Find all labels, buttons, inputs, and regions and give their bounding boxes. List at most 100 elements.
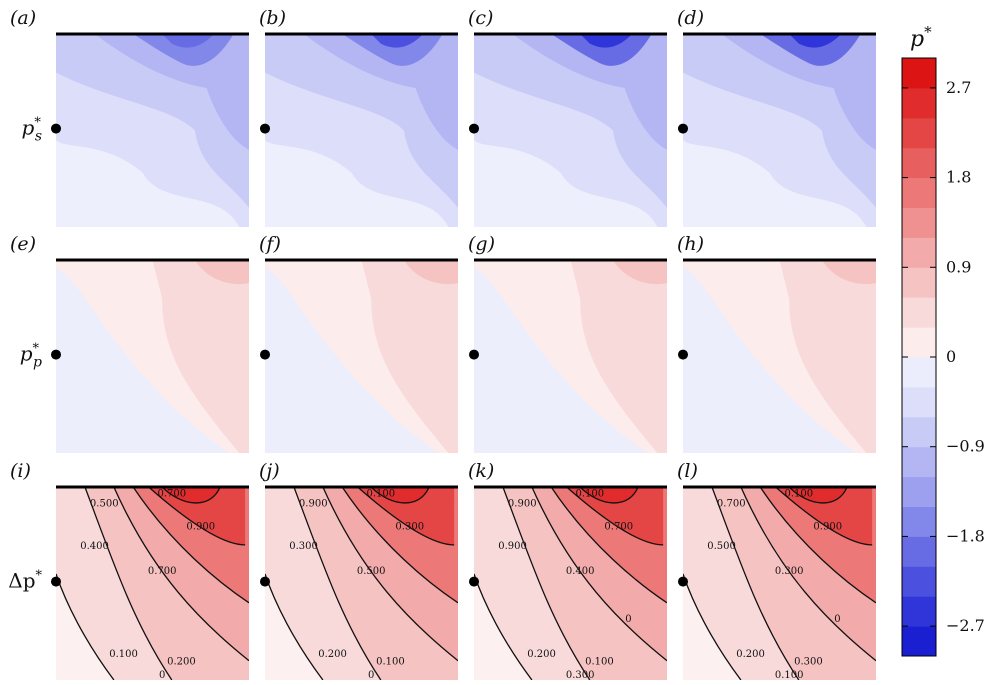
contour-label: 0 <box>625 614 631 625</box>
colorbar-tick-label: −1.8 <box>946 526 985 545</box>
contour-label: 0.400 <box>566 566 595 577</box>
probe-dot <box>51 349 61 360</box>
contour-label: 0.300 <box>794 657 823 668</box>
field <box>683 34 876 227</box>
contour-band <box>580 487 639 503</box>
contour-band <box>551 34 652 66</box>
panel-label: (d) <box>677 7 704 29</box>
panel-label: (k) <box>468 460 494 482</box>
contour-label: 0.900 <box>813 521 842 532</box>
contour-line <box>357 487 455 546</box>
field <box>56 260 249 453</box>
contour-label: 0.100 <box>109 649 138 660</box>
contour-label: 0.100 <box>775 670 804 681</box>
field <box>56 34 249 227</box>
contour-line <box>711 487 800 680</box>
field: 0.100 0.900 0.700 0.500 0.300 0.200 0.300 0.100… <box>683 487 876 681</box>
colorbar-level <box>902 357 936 388</box>
panel-label: (e) <box>10 233 36 255</box>
field <box>474 34 667 227</box>
colorbar-level <box>902 626 936 657</box>
colorbar-level <box>902 327 936 358</box>
contour-label: 0.900 <box>498 541 527 552</box>
colorbar-level <box>902 476 936 507</box>
contour-line <box>84 487 173 680</box>
contour-label: 0.900 <box>186 521 215 532</box>
contour-band <box>789 34 842 48</box>
contour-band <box>779 260 876 453</box>
colorbar-level <box>902 506 936 537</box>
colorbar-level <box>902 386 936 418</box>
contour-line <box>775 487 873 546</box>
contour-line <box>579 487 639 504</box>
contour-band <box>371 34 424 48</box>
contour-line <box>550 487 667 604</box>
probe-dot <box>469 576 479 587</box>
colorbar-tick-label: 0.9 <box>946 257 971 276</box>
probe-dot <box>51 123 61 134</box>
colorbar-title: p* <box>910 23 932 52</box>
contour-label: 0.500 <box>90 498 119 509</box>
contour-line <box>370 487 430 504</box>
colorbar-level <box>902 267 936 298</box>
contour-line <box>566 487 664 546</box>
row-label-d: Δp* <box>8 569 42 593</box>
contour-label: 0.400 <box>80 541 109 552</box>
contour-label: 0 <box>834 614 840 625</box>
panel-c: (c) <box>468 7 667 227</box>
colorbar-level <box>902 147 936 179</box>
contour-label: 0.700 <box>157 489 186 500</box>
contour-band <box>194 260 249 285</box>
contour-band <box>148 487 246 545</box>
panel-label: (c) <box>468 7 493 29</box>
contour-line <box>788 487 848 504</box>
colorbar-tick-label: 0 <box>946 347 956 366</box>
panel-h: (h) <box>677 233 876 453</box>
field <box>265 34 458 227</box>
contour-label: 0.700 <box>148 566 177 577</box>
contour-band <box>789 487 848 503</box>
field <box>265 260 458 453</box>
colorbar-level <box>902 237 936 268</box>
contour-band <box>580 34 633 48</box>
contour-label: 0.100 <box>784 489 813 500</box>
colorbar-level <box>902 416 936 448</box>
contour-line <box>132 487 249 604</box>
colorbar-level <box>902 566 936 597</box>
contour-label: 0.300 <box>775 566 804 577</box>
contour-band <box>721 34 876 150</box>
panel-label: (g) <box>468 233 495 255</box>
probe-dot <box>678 123 688 134</box>
colorbar-level <box>902 58 936 89</box>
contour-label: 0.500 <box>707 541 736 552</box>
colorbar-tick-label: 2.7 <box>946 78 971 97</box>
contour-band <box>361 260 458 453</box>
contour-label: 0.200 <box>736 649 765 660</box>
colorbar-level <box>902 177 936 208</box>
panel-label: (j) <box>259 460 280 482</box>
panel-a: (a) <box>10 7 249 227</box>
contour-label: 0.200 <box>167 657 196 668</box>
contour-line <box>502 487 591 680</box>
contour-label: 0.100 <box>585 657 614 668</box>
contour-line <box>293 487 382 680</box>
panel-label: (b) <box>259 7 286 29</box>
panel-g: (g) <box>468 233 667 453</box>
contour-label: 0.200 <box>318 649 347 660</box>
panel-d: (d) <box>677 7 876 227</box>
row-label-s: p* s <box>22 116 43 145</box>
contour-band <box>94 34 249 150</box>
field: 0.100 0.700 0.900 0.900 0.400 0.200 0.100 0.300… <box>474 487 667 680</box>
contour-label: 0.900 <box>508 498 537 509</box>
contour-band <box>821 260 876 285</box>
contour-band <box>570 260 667 453</box>
probe-dot <box>678 349 688 360</box>
contour-label: 0.100 <box>366 489 395 500</box>
contour-band <box>612 260 667 285</box>
contour-band <box>775 487 873 545</box>
colorbar-level <box>902 596 936 627</box>
